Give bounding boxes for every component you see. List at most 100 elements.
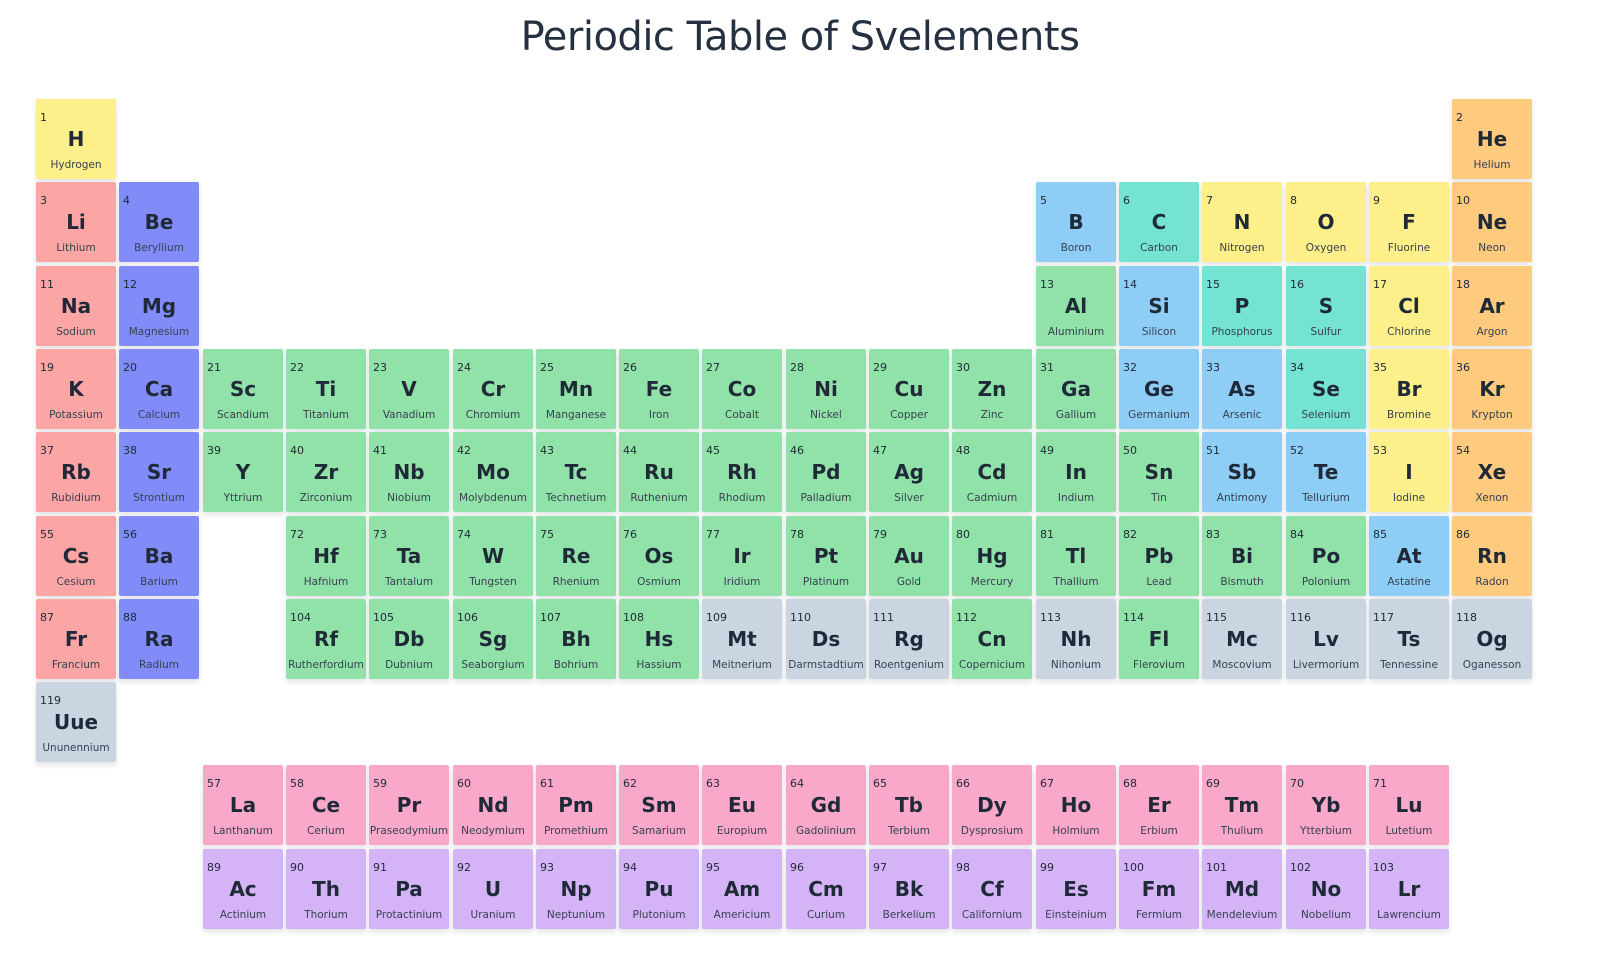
element-tile-gd[interactable]: 64 Gd Gadolinium bbox=[786, 765, 866, 845]
element-tile-ga[interactable]: 31 Ga Gallium bbox=[1036, 349, 1116, 429]
element-tile-k[interactable]: 19 K Potassium bbox=[36, 349, 116, 429]
element-tile-nd[interactable]: 60 Nd Neodymium bbox=[453, 765, 533, 845]
element-tile-cm[interactable]: 96 Cm Curium bbox=[786, 849, 866, 929]
element-tile-tc[interactable]: 43 Tc Technetium bbox=[536, 432, 616, 512]
element-tile-cs[interactable]: 55 Cs Cesium bbox=[36, 516, 116, 596]
element-tile-co[interactable]: 27 Co Cobalt bbox=[702, 349, 782, 429]
element-tile-mn[interactable]: 25 Mn Manganese bbox=[536, 349, 616, 429]
element-tile-he[interactable]: 2 He Helium bbox=[1452, 99, 1532, 179]
element-tile-rg[interactable]: 111 Rg Roentgenium bbox=[869, 599, 949, 679]
element-tile-ag[interactable]: 47 Ag Silver bbox=[869, 432, 949, 512]
element-tile-ar[interactable]: 18 Ar Argon bbox=[1452, 266, 1532, 346]
element-tile-ce[interactable]: 58 Ce Cerium bbox=[286, 765, 366, 845]
element-tile-nh[interactable]: 113 Nh Nihonium bbox=[1036, 599, 1116, 679]
element-tile-er[interactable]: 68 Er Erbium bbox=[1119, 765, 1199, 845]
element-tile-db[interactable]: 105 Db Dubnium bbox=[369, 599, 449, 679]
element-tile-o[interactable]: 8 O Oxygen bbox=[1286, 182, 1366, 262]
element-tile-sm[interactable]: 62 Sm Samarium bbox=[619, 765, 699, 845]
element-tile-te[interactable]: 52 Te Tellurium bbox=[1286, 432, 1366, 512]
element-tile-lu[interactable]: 71 Lu Lutetium bbox=[1369, 765, 1449, 845]
element-tile-os[interactable]: 76 Os Osmium bbox=[619, 516, 699, 596]
element-tile-h[interactable]: 1 H Hydrogen bbox=[36, 99, 116, 179]
element-tile-cn[interactable]: 112 Cn Copernicium bbox=[952, 599, 1032, 679]
element-tile-i[interactable]: 53 I Iodine bbox=[1369, 432, 1449, 512]
element-tile-pb[interactable]: 82 Pb Lead bbox=[1119, 516, 1199, 596]
element-tile-ac[interactable]: 89 Ac Actinium bbox=[203, 849, 283, 929]
element-tile-si[interactable]: 14 Si Silicon bbox=[1119, 266, 1199, 346]
element-tile-f[interactable]: 9 F Fluorine bbox=[1369, 182, 1449, 262]
element-tile-be[interactable]: 4 Be Beryllium bbox=[119, 182, 199, 262]
element-tile-bh[interactable]: 107 Bh Bohrium bbox=[536, 599, 616, 679]
element-tile-in[interactable]: 49 In Indium bbox=[1036, 432, 1116, 512]
element-tile-no[interactable]: 102 No Nobelium bbox=[1286, 849, 1366, 929]
element-tile-hf[interactable]: 72 Hf Hafnium bbox=[286, 516, 366, 596]
element-tile-lv[interactable]: 116 Lv Livermorium bbox=[1286, 599, 1366, 679]
element-tile-lr[interactable]: 103 Lr Lawrencium bbox=[1369, 849, 1449, 929]
element-tile-pu[interactable]: 94 Pu Plutonium bbox=[619, 849, 699, 929]
element-tile-ir[interactable]: 77 Ir Iridium bbox=[702, 516, 782, 596]
element-tile-yb[interactable]: 70 Yb Ytterbium bbox=[1286, 765, 1366, 845]
element-tile-og[interactable]: 118 Og Oganesson bbox=[1452, 599, 1532, 679]
element-tile-y[interactable]: 39 Y Yttrium bbox=[203, 432, 283, 512]
element-tile-md[interactable]: 101 Md Mendelevium bbox=[1202, 849, 1282, 929]
element-tile-tl[interactable]: 81 Tl Thallium bbox=[1036, 516, 1116, 596]
element-tile-ho[interactable]: 67 Ho Holmium bbox=[1036, 765, 1116, 845]
element-tile-pd[interactable]: 46 Pd Palladium bbox=[786, 432, 866, 512]
element-tile-se[interactable]: 34 Se Selenium bbox=[1286, 349, 1366, 429]
element-tile-bk[interactable]: 97 Bk Berkelium bbox=[869, 849, 949, 929]
element-tile-pa[interactable]: 91 Pa Protactinium bbox=[369, 849, 449, 929]
element-tile-am[interactable]: 95 Am Americium bbox=[702, 849, 782, 929]
element-tile-ne[interactable]: 10 Ne Neon bbox=[1452, 182, 1532, 262]
element-tile-ni[interactable]: 28 Ni Nickel bbox=[786, 349, 866, 429]
element-tile-nb[interactable]: 41 Nb Niobium bbox=[369, 432, 449, 512]
element-tile-sr[interactable]: 38 Sr Strontium bbox=[119, 432, 199, 512]
element-tile-ge[interactable]: 32 Ge Germanium bbox=[1119, 349, 1199, 429]
element-tile-mg[interactable]: 12 Mg Magnesium bbox=[119, 266, 199, 346]
element-tile-fr[interactable]: 87 Fr Francium bbox=[36, 599, 116, 679]
element-tile-cu[interactable]: 29 Cu Copper bbox=[869, 349, 949, 429]
element-tile-tb[interactable]: 65 Tb Terbium bbox=[869, 765, 949, 845]
element-tile-pr[interactable]: 59 Pr Praseodymium bbox=[369, 765, 449, 845]
element-tile-n[interactable]: 7 N Nitrogen bbox=[1202, 182, 1282, 262]
element-tile-mt[interactable]: 109 Mt Meitnerium bbox=[702, 599, 782, 679]
element-tile-ds[interactable]: 110 Ds Darmstadtium bbox=[786, 599, 866, 679]
element-tile-ti[interactable]: 22 Ti Titanium bbox=[286, 349, 366, 429]
element-tile-v[interactable]: 23 V Vanadium bbox=[369, 349, 449, 429]
element-tile-li[interactable]: 3 Li Lithium bbox=[36, 182, 116, 262]
element-tile-ca[interactable]: 20 Ca Calcium bbox=[119, 349, 199, 429]
element-tile-ba[interactable]: 56 Ba Barium bbox=[119, 516, 199, 596]
element-tile-p[interactable]: 15 P Phosphorus bbox=[1202, 266, 1282, 346]
element-tile-fm[interactable]: 100 Fm Fermium bbox=[1119, 849, 1199, 929]
element-tile-rb[interactable]: 37 Rb Rubidium bbox=[36, 432, 116, 512]
element-tile-rf[interactable]: 104 Rf Rutherfordium bbox=[286, 599, 366, 679]
element-tile-sn[interactable]: 50 Sn Tin bbox=[1119, 432, 1199, 512]
element-tile-hg[interactable]: 80 Hg Mercury bbox=[952, 516, 1032, 596]
element-tile-sc[interactable]: 21 Sc Scandium bbox=[203, 349, 283, 429]
element-tile-eu[interactable]: 63 Eu Europium bbox=[702, 765, 782, 845]
element-tile-zn[interactable]: 30 Zn Zinc bbox=[952, 349, 1032, 429]
element-tile-b[interactable]: 5 B Boron bbox=[1036, 182, 1116, 262]
element-tile-la[interactable]: 57 La Lanthanum bbox=[203, 765, 283, 845]
element-tile-mc[interactable]: 115 Mc Moscovium bbox=[1202, 599, 1282, 679]
element-tile-fe[interactable]: 26 Fe Iron bbox=[619, 349, 699, 429]
element-tile-al[interactable]: 13 Al Aluminium bbox=[1036, 266, 1116, 346]
element-tile-re[interactable]: 75 Re Rhenium bbox=[536, 516, 616, 596]
element-tile-pm[interactable]: 61 Pm Promethium bbox=[536, 765, 616, 845]
element-tile-fl[interactable]: 114 Fl Flerovium bbox=[1119, 599, 1199, 679]
element-tile-cf[interactable]: 98 Cf Californium bbox=[952, 849, 1032, 929]
element-tile-u[interactable]: 92 U Uranium bbox=[453, 849, 533, 929]
element-tile-br[interactable]: 35 Br Bromine bbox=[1369, 349, 1449, 429]
element-tile-xe[interactable]: 54 Xe Xenon bbox=[1452, 432, 1532, 512]
element-tile-ta[interactable]: 73 Ta Tantalum bbox=[369, 516, 449, 596]
element-tile-es[interactable]: 99 Es Einsteinium bbox=[1036, 849, 1116, 929]
element-tile-np[interactable]: 93 Np Neptunium bbox=[536, 849, 616, 929]
element-tile-rn[interactable]: 86 Rn Radon bbox=[1452, 516, 1532, 596]
element-tile-uue[interactable]: 119 Uue Ununennium bbox=[36, 682, 116, 762]
element-tile-sg[interactable]: 106 Sg Seaborgium bbox=[453, 599, 533, 679]
element-tile-at[interactable]: 85 At Astatine bbox=[1369, 516, 1449, 596]
element-tile-s[interactable]: 16 S Sulfur bbox=[1286, 266, 1366, 346]
element-tile-au[interactable]: 79 Au Gold bbox=[869, 516, 949, 596]
element-tile-cl[interactable]: 17 Cl Chlorine bbox=[1369, 266, 1449, 346]
element-tile-th[interactable]: 90 Th Thorium bbox=[286, 849, 366, 929]
element-tile-w[interactable]: 74 W Tungsten bbox=[453, 516, 533, 596]
